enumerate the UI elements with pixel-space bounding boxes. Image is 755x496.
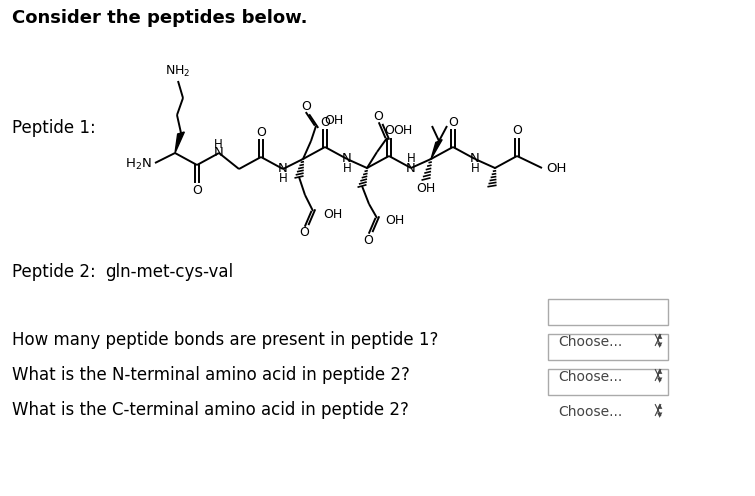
Text: N: N xyxy=(278,163,288,176)
Text: Choose...: Choose... xyxy=(558,335,622,349)
Text: What is the N-terminal amino acid in peptide 2?: What is the N-terminal amino acid in pep… xyxy=(12,366,410,384)
Text: ▼: ▼ xyxy=(658,377,663,383)
Text: ▲: ▲ xyxy=(658,403,663,409)
FancyBboxPatch shape xyxy=(548,299,668,325)
Text: ▲: ▲ xyxy=(658,333,663,339)
Text: What is the C-terminal amino acid in peptide 2?: What is the C-terminal amino acid in pep… xyxy=(12,401,409,419)
FancyBboxPatch shape xyxy=(548,334,668,360)
Text: O: O xyxy=(299,227,309,240)
Text: N: N xyxy=(406,162,416,175)
Text: O: O xyxy=(448,116,458,128)
Text: O: O xyxy=(512,124,522,137)
Text: O: O xyxy=(384,124,394,137)
Text: H: H xyxy=(214,137,223,150)
Text: N: N xyxy=(342,152,352,166)
FancyBboxPatch shape xyxy=(548,369,668,395)
Text: Choose...: Choose... xyxy=(558,405,622,419)
Text: ▼: ▼ xyxy=(658,412,663,418)
Text: OH: OH xyxy=(385,213,404,227)
Text: Peptide 1:: Peptide 1: xyxy=(12,119,96,137)
Text: N: N xyxy=(470,152,480,166)
Text: O: O xyxy=(363,234,373,247)
Text: H: H xyxy=(343,163,351,176)
Text: OH: OH xyxy=(324,114,344,126)
Text: H: H xyxy=(279,173,288,186)
Text: How many peptide bonds are present in peptide 1?: How many peptide bonds are present in pe… xyxy=(12,331,439,349)
Text: N: N xyxy=(214,146,224,160)
Polygon shape xyxy=(431,139,442,159)
Text: gln-met-cys-val: gln-met-cys-val xyxy=(105,263,233,281)
Text: H: H xyxy=(407,151,415,165)
Text: OH: OH xyxy=(416,183,436,195)
Text: Consider the peptides below.: Consider the peptides below. xyxy=(12,9,307,27)
Text: ▲: ▲ xyxy=(658,368,663,374)
Text: O: O xyxy=(320,116,330,128)
Text: ▼: ▼ xyxy=(658,342,663,348)
Text: O: O xyxy=(301,100,311,113)
Text: Peptide 2:: Peptide 2: xyxy=(12,263,96,281)
Polygon shape xyxy=(175,132,184,153)
Text: O: O xyxy=(256,125,266,138)
Text: OH: OH xyxy=(546,162,566,175)
Text: Choose...: Choose... xyxy=(558,370,622,384)
Text: $\mathregular{H_2N}$: $\mathregular{H_2N}$ xyxy=(125,156,152,172)
Text: OH: OH xyxy=(393,124,412,136)
Text: H: H xyxy=(470,163,479,176)
Text: $\mathregular{NH_2}$: $\mathregular{NH_2}$ xyxy=(165,63,191,78)
Text: O: O xyxy=(373,110,383,123)
Text: O: O xyxy=(192,184,202,196)
Text: OH: OH xyxy=(323,208,342,222)
